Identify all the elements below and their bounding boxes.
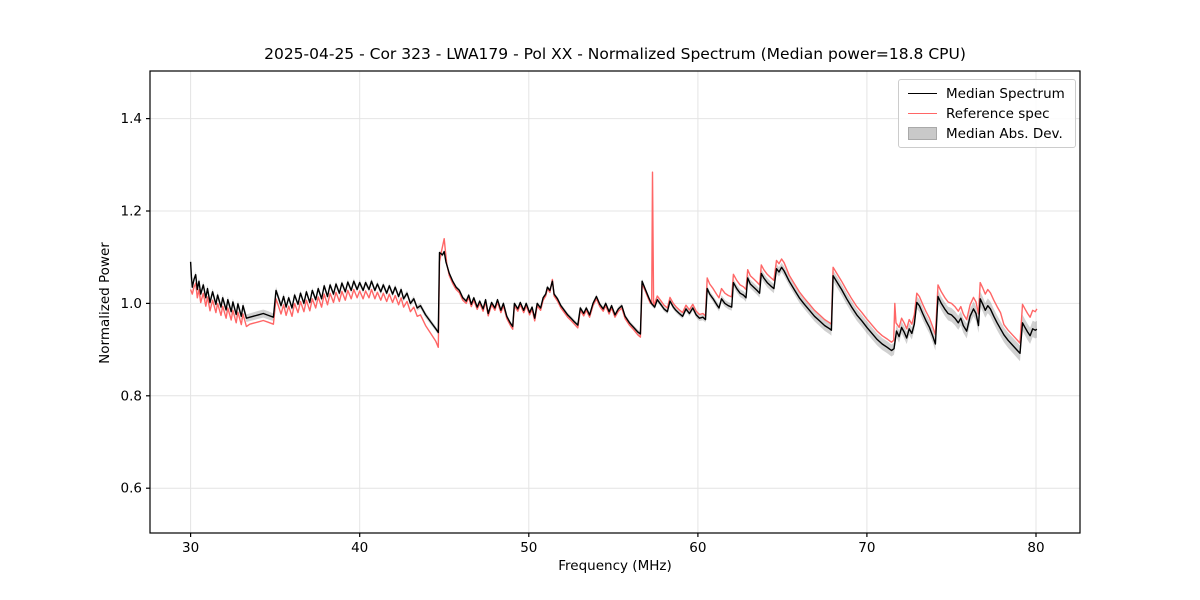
median-spectrum-line [189,250,1038,354]
x-tick-label: 30 [182,540,199,556]
y-tick-label: 1.4 [121,111,142,127]
legend-label: Median Spectrum [946,85,1065,102]
axes-frame [149,70,1081,534]
reference-spec-line-swatch [908,113,937,114]
legend-item-median-spectrum: Median Spectrum [908,85,1065,102]
chart-title: 2025-04-25 - Cor 323 - LWA179 - Pol XX -… [264,45,966,63]
x-tick-label: 50 [520,540,537,556]
x-tick-label: 70 [858,540,875,556]
median-spectrum-line-swatch [908,93,937,94]
x-tick-label: 60 [689,540,706,556]
y-tick-label: 0.8 [121,388,142,404]
x-tick-label: 80 [1027,540,1044,556]
legend-item-median-abs-dev: Median Abs. Dev. [908,125,1065,142]
y-tick-label: 1.0 [121,296,142,312]
y-axis-label: Normalized Power [97,242,113,364]
legend-item-reference-spec: Reference spec [908,105,1065,122]
legend-label: Median Abs. Dev. [946,125,1063,142]
median-abs-dev-patch-swatch [908,127,937,140]
x-axis-label: Frequency (MHz) [558,558,672,574]
x-tick-label: 40 [351,540,368,556]
legend-label: Reference spec [946,105,1050,122]
median-abs-dev-band [190,249,1037,362]
legend: Median Spectrum Reference spec Median Ab… [898,79,1076,148]
y-tick-label: 0.6 [121,481,142,497]
reference-spec-line [189,171,1038,348]
y-tick-label: 1.2 [121,204,142,220]
